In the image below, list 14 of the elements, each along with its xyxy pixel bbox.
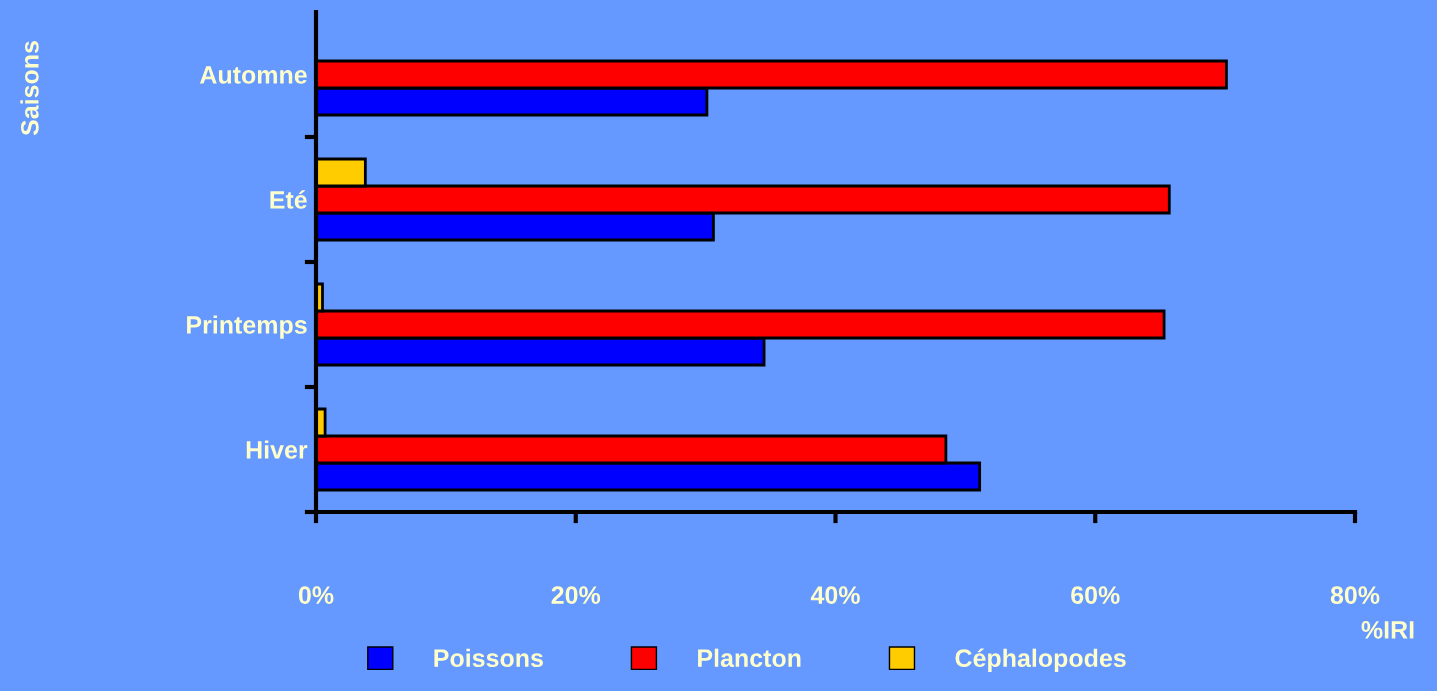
y-tick-label: Hiver [246, 440, 308, 459]
y-tick-label: Printemps [187, 315, 307, 339]
legend-label: Poissons [434, 648, 543, 668]
text: Saisons [20, 41, 39, 136]
legend-label: Plancton [698, 648, 801, 668]
legend-label: Céphalopodes [955, 648, 1126, 672]
x-axis-title: %IRI [1361, 621, 1414, 639]
x-tick-label: 40% [810, 586, 860, 604]
y-tick-label: Automne [199, 66, 307, 84]
x-tick-label: 20% [551, 586, 601, 604]
x-tick-label: 60% [1071, 586, 1120, 604]
x-tick-label: 80% [1330, 586, 1380, 604]
x-tick-label: 0% [298, 586, 334, 604]
y-tick-label: Eté [270, 190, 307, 209]
